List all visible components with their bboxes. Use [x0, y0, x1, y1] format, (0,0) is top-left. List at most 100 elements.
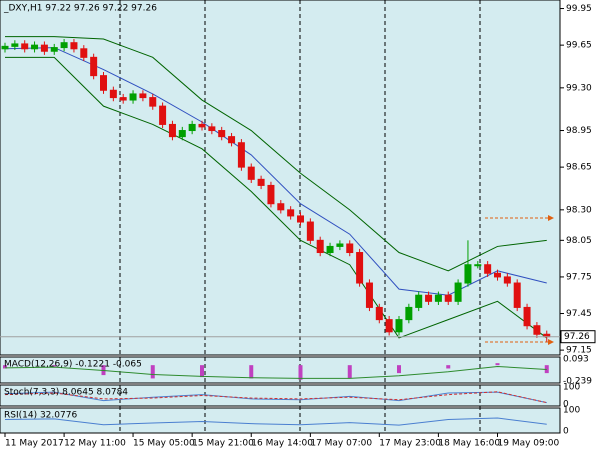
x-tick-label: 16 May 14:00: [251, 439, 313, 449]
rsi-panel: [0, 407, 561, 434]
chart-title: _DXY,H1 97.22 97.26 97.22 97.26: [3, 4, 157, 14]
x-tick-label: 18 May 16:00: [438, 439, 500, 449]
indicator-label: Stoch(7,3,3) 8.0645 8.0784: [4, 388, 128, 398]
candle-body: [90, 56, 98, 77]
candle-body: [444, 294, 452, 302]
y-tick-label: 98.30: [566, 205, 592, 215]
x-tick-label: 19 May 09:00: [498, 439, 560, 449]
candle-body: [168, 123, 176, 138]
candle-body: [454, 282, 462, 302]
candle-body: [395, 319, 403, 333]
y-tick-label: 98.65: [566, 163, 592, 173]
candle-body: [287, 209, 295, 217]
candle-body: [464, 264, 472, 284]
candle-body: [385, 319, 393, 333]
candle-body: [425, 294, 433, 302]
band-line: [5, 36, 547, 272]
histogram-bar: [52, 365, 57, 367]
price-tag: [560, 330, 596, 344]
candle-body: [513, 282, 521, 308]
indicator-tick-label: 0: [563, 400, 569, 410]
histogram-bar: [397, 365, 401, 374]
y-tick-label: 97.15: [566, 346, 592, 356]
candle-body: [277, 203, 285, 211]
candle-body: [375, 306, 383, 321]
candle-body: [80, 48, 88, 58]
indicator-label: RSI(14) 32.0776: [4, 411, 77, 421]
candle-body: [60, 42, 68, 49]
y-tick-label: 97.75: [566, 272, 592, 282]
level-arrow: [548, 339, 554, 345]
x-tick-label: 12 May 11:00: [64, 439, 126, 449]
x-tick-label: 17 May 07:00: [310, 439, 372, 449]
candle-body: [139, 93, 147, 99]
candle-body: [365, 282, 373, 308]
histogram-bar: [446, 365, 451, 369]
candle-body: [484, 264, 492, 274]
candle-body: [257, 178, 265, 186]
histogram-bar: [495, 363, 500, 366]
candle-body: [346, 243, 354, 254]
candle-body: [267, 184, 275, 205]
indicator-tick-label: 0.093: [563, 355, 589, 365]
day-separators: [119, 0, 481, 433]
histogram-bar: [150, 365, 155, 379]
candle-body: [474, 264, 482, 267]
candle-body: [405, 306, 413, 321]
candle-body: [415, 294, 423, 308]
candle-body: [159, 105, 167, 125]
histogram-bar: [298, 365, 303, 380]
histogram-bar: [3, 365, 7, 369]
indicator-label: MACD(12,26,9) -0.1221 -0.065: [4, 360, 142, 370]
candle-body: [247, 166, 255, 180]
y-tick-label: 99.30: [566, 83, 592, 93]
indicator-line: [4, 417, 547, 426]
candle-body: [119, 97, 127, 101]
candle-body: [533, 325, 541, 335]
candle-body: [11, 43, 19, 47]
indicator-line: [4, 391, 547, 404]
level-arrow: [548, 215, 554, 221]
indicator-tick-label: 0: [563, 427, 569, 437]
candle-body: [356, 252, 364, 284]
y-tick-label: 99.95: [566, 4, 592, 14]
x-tick-label: 15 May 21:00: [192, 439, 254, 449]
candle-body: [494, 272, 501, 278]
candle-body: [50, 47, 58, 52]
candle-body: [21, 43, 29, 50]
candle-body: [129, 93, 137, 101]
indicator-tick-label: -0.239: [563, 377, 592, 387]
candle-body: [228, 136, 236, 144]
candle-body: [434, 294, 442, 302]
candle-body: [70, 42, 78, 50]
stoch-panel: [0, 384, 561, 407]
candle-body: [109, 89, 117, 99]
histogram-bar: [347, 365, 352, 379]
candle-body: [237, 142, 245, 168]
x-tick-label: 17 May 23:00: [379, 439, 441, 449]
candle-body: [100, 75, 107, 91]
candle-body: [149, 97, 157, 107]
y-tick-label: 97.45: [566, 309, 592, 319]
candle-body: [198, 123, 206, 128]
indicator-line: [4, 391, 547, 404]
indicator-line: [4, 365, 547, 379]
candle-body: [326, 245, 334, 254]
y-tick-label: 98.95: [566, 126, 592, 136]
candle-body: [336, 243, 344, 247]
candle-body: [218, 130, 226, 138]
candle-body: [31, 44, 39, 50]
candle-body: [306, 221, 314, 241]
histogram-bar: [200, 365, 204, 378]
y-tick-label: 98.05: [566, 236, 592, 246]
candle-body: [523, 306, 531, 327]
band-line: [5, 56, 548, 339]
histogram-bar: [249, 365, 254, 379]
price-tag-label: 97.26: [564, 332, 590, 342]
candle-body: [40, 44, 48, 52]
candle-body: [503, 276, 511, 284]
candle-body: [297, 215, 304, 223]
candle-body: [316, 239, 324, 254]
indicator-tick-label: 100: [563, 406, 580, 416]
